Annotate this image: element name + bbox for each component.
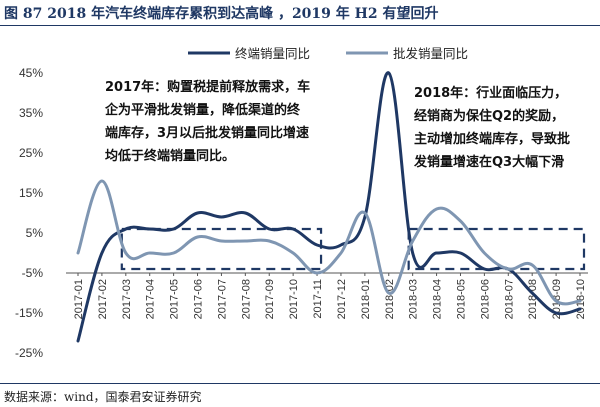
annotation-line: 2017年：购置税提前释放需求，车	[105, 79, 310, 95]
x-tick-label: 2017-03	[121, 279, 133, 319]
y-tick-label: -25%	[15, 346, 43, 360]
series-line-1	[76, 71, 582, 343]
x-tick-label: 2017-10	[288, 279, 300, 319]
annotation-line: 端库存，3月以后批发销量同比增速	[105, 125, 309, 141]
x-axis: 2017-01 2017-02 2017-03 2017-04 2017-05 2017-…	[66, 272, 588, 319]
annotation-line: 发销量增速在Q3大幅下滑	[413, 154, 564, 170]
title-bar	[0, 0, 600, 26]
x-tick-label: 2017-05	[169, 279, 181, 319]
annotation-line: 主动增加终端库存，导致批	[414, 131, 570, 147]
x-tick-label: 2018-09	[551, 279, 563, 319]
x-tick-label: 2017-06	[193, 279, 205, 319]
x-tick-label: 2018-06	[479, 279, 491, 319]
x-tick-label: 2017-08	[240, 279, 252, 319]
annotation-line: 企为平滑批发销量，降低渠道的终	[104, 102, 301, 118]
dashed-box-2017	[120, 227, 323, 271]
y-tick-label: 15%	[19, 186, 43, 200]
dashed-boxes	[120, 227, 586, 271]
x-tick-label: 2017-09	[264, 279, 276, 319]
annotations: 2017年：购置税提前释放需求，车企为平滑批发销量，降低渠道的终端库存，3月以后…	[104, 79, 570, 170]
x-tick-label: 2018-05	[455, 279, 467, 319]
series-line-2	[76, 179, 582, 306]
annotation-line: 2018年：行业面临压力，	[414, 85, 567, 101]
x-tick-label: 2017-01	[73, 279, 85, 319]
annotation-line: 均低于终端销量同比。	[105, 148, 235, 164]
y-tick-label: 35%	[19, 106, 43, 120]
x-tick-label: 2018-04	[432, 279, 444, 319]
source-divider	[0, 383, 600, 384]
legend: 终端销量同比 批发销量同比	[188, 46, 468, 61]
y-tick-label: 25%	[19, 146, 43, 160]
series-lines	[76, 71, 582, 343]
x-tick-label: 2018-01	[360, 279, 372, 319]
legend-label: 终端销量同比	[235, 46, 310, 61]
x-tick-label: 2017-12	[336, 279, 348, 319]
legend-label: 批发销量同比	[393, 46, 468, 61]
line-chart: 45% 35% 25% 15% 5% -5% -15% -25% 2017-01 2017-02…	[15, 46, 588, 360]
x-tick-label: 2018-10	[575, 279, 587, 319]
annotation-line: 经销商为保住Q2的奖励，	[414, 108, 564, 124]
y-tick-label: -5%	[22, 266, 44, 280]
x-tick-label: 2018-07	[503, 279, 515, 319]
x-tick-label: 2017-07	[216, 279, 228, 319]
y-tick-label: -15%	[15, 306, 43, 320]
y-axis: 45% 35% 25% 15% 5% -5% -15% -25%	[15, 66, 43, 360]
x-tick-label: 2017-11	[312, 279, 324, 319]
x-tick-label: 2018-03	[408, 279, 420, 319]
y-tick-label: 45%	[19, 66, 43, 80]
chart-title: 图 87 2018 年汽车终端库存累积到达高峰 ，2019 年 H2 有望回升	[4, 6, 439, 22]
x-tick-label: 2017-02	[97, 279, 109, 319]
x-tick-label: 2017-04	[145, 279, 157, 319]
source-note: 数据来源：wind，国泰君安证券研究	[4, 390, 202, 404]
y-tick-label: 5%	[26, 226, 44, 240]
